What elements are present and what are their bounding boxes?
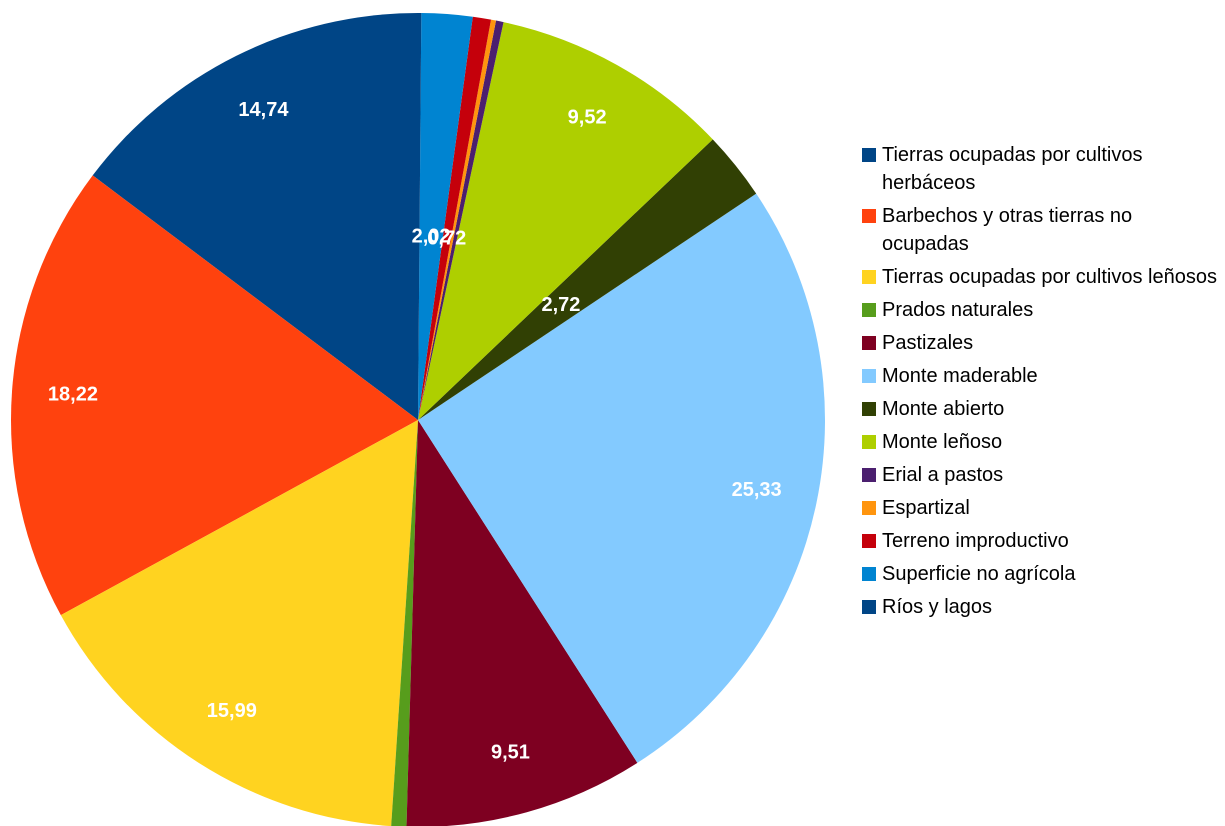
legend-swatch	[862, 501, 876, 515]
data-label: 9,51	[491, 742, 530, 764]
data-label: 9,52	[568, 106, 607, 128]
pie-slice	[418, 13, 422, 420]
legend-label: Prados naturales	[882, 299, 1034, 321]
legend-swatch	[862, 270, 876, 284]
pie-slice	[418, 193, 825, 763]
legend-swatch	[862, 534, 876, 548]
legend-item: Superficie no agrícola	[862, 560, 1217, 588]
legend-item: Erial a pastos	[862, 461, 1217, 489]
legend-swatch	[862, 402, 876, 416]
legend-label: Espartizal	[882, 497, 970, 519]
pie-slice	[418, 22, 713, 420]
legend-label: Tierras ocupadas por cultivos herbáceos	[882, 144, 1143, 194]
data-label: 2,02	[412, 226, 451, 248]
legend-item: Monte abierto	[862, 395, 1217, 423]
pie-slice	[60, 420, 418, 826]
legend-label: Monte abierto	[882, 398, 1005, 420]
legend-item: Tierras ocupadas por cultivos leñosos	[862, 263, 1217, 291]
legend-swatch	[862, 303, 876, 317]
legend-swatch	[862, 600, 876, 614]
data-label: 15,99	[207, 700, 257, 722]
pie-slice	[418, 139, 757, 420]
data-label: 25,33	[732, 479, 782, 501]
pie-slice	[418, 16, 491, 420]
pie-slice	[406, 420, 638, 826]
data-label: 2,72	[541, 294, 580, 316]
legend-item: Ríos y lagos	[862, 593, 1217, 621]
data-label: 0,72	[427, 227, 466, 249]
legend-label: Barbechos y otras tierras no ocupadas	[882, 205, 1133, 255]
pie-slice	[10, 175, 419, 616]
legend-swatch	[862, 336, 876, 350]
pie-slice	[92, 13, 419, 420]
legend-swatch	[862, 148, 876, 162]
pie-slice	[418, 13, 473, 420]
legend-label: Monte maderable	[882, 365, 1038, 387]
legend-label: Superficie no agrícola	[882, 563, 1076, 585]
legend-label: Pastizales	[882, 332, 974, 354]
legend: Tierras ocupadas por cultivos herbáceos B…	[862, 141, 1217, 626]
legend-item: Monte leñoso	[862, 428, 1217, 456]
pie-slice	[418, 19, 497, 421]
legend-swatch	[862, 435, 876, 449]
pie-area: 14,74 18,22 15,99 9,51 25,33 2,72 9,52 0,722,02	[10, 13, 825, 826]
legend-swatch	[862, 209, 876, 223]
pie-slice	[391, 420, 418, 826]
legend-label: Erial a pastos	[882, 464, 1004, 486]
legend-label: Monte leñoso	[882, 431, 1003, 453]
legend-label: Terreno improductivo	[882, 530, 1069, 552]
pie-slice	[418, 20, 504, 421]
legend-item: Terreno improductivo	[862, 527, 1217, 555]
legend-swatch	[862, 369, 876, 383]
legend-label: Ríos y lagos	[882, 596, 993, 618]
data-label: 14,74	[238, 99, 289, 121]
legend-item: Tierras ocupadas por cultivos herbáceos	[862, 141, 1217, 197]
legend-item: Espartizal	[862, 494, 1217, 522]
legend-item: Monte maderable	[862, 362, 1217, 390]
legend-swatch	[862, 567, 876, 581]
data-label: 18,22	[48, 383, 98, 405]
legend-item: Barbechos y otras tierras no ocupadas	[862, 202, 1217, 258]
legend-item: Prados naturales	[862, 296, 1217, 324]
legend-swatch	[862, 468, 876, 482]
legend-label: Tierras ocupadas por cultivos leñosos	[882, 266, 1217, 288]
legend-item: Pastizales	[862, 329, 1217, 357]
